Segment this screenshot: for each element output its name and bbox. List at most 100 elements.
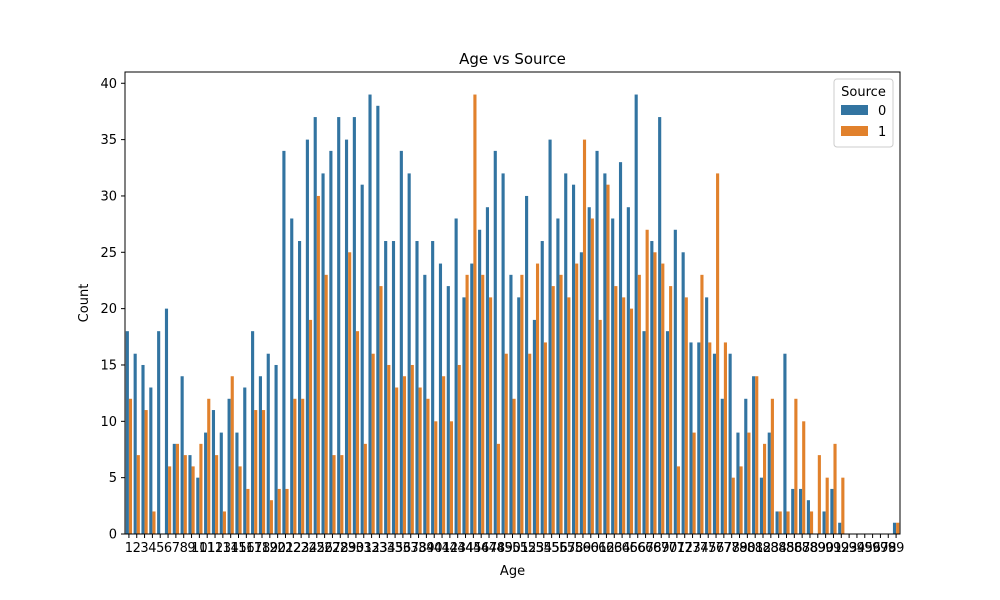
x-tick-label: 61 [590,541,607,556]
x-tick-label: 53 [528,541,545,556]
x-tick-label: 18 [254,541,271,556]
legend-label-series-0: 0 [878,104,886,119]
bar-series-1-age-31 [363,443,367,534]
bar-series-1-age-47 [489,297,493,534]
y-tick-label: 0 [109,528,117,543]
bar-series-1-age-1 [128,398,133,534]
bar-series-0-age-82 [759,477,763,534]
bar-series-0-age-22 [290,218,294,535]
bar-series-1-age-50 [512,398,516,534]
x-tick-label: 99 [888,541,905,556]
bar-series-0-age-42 [446,286,450,534]
bar-series-0-age-90 [822,511,826,534]
bar-series-1-age-23 [301,398,305,534]
bar-series-0-age-19 [266,353,270,534]
bar-series-1-age-85 [786,511,790,534]
bar-series-0-age-21 [282,150,286,534]
bar-series-0-age-16 [243,387,247,534]
x-tick-label: 96 [864,541,881,556]
bar-series-1-age-81 [755,376,759,534]
x-tick-label: 32 [363,541,380,556]
y-tick-label: 20 [100,302,117,317]
bar-series-1-age-43 [457,364,461,534]
x-tick-label: 33 [371,541,388,556]
bar-series-0-age-52 [525,195,529,534]
bar-series-1-age-10 [199,443,203,534]
bar-series-0-age-62 [603,173,607,534]
x-tick-label: 43 [449,541,466,556]
x-tick-label: 6 [164,541,172,556]
bar-series-0-age-9 [188,455,192,534]
bar-series-0-age-41 [438,263,443,534]
bar-series-0-age-7 [172,443,176,534]
bar-series-1-age-56 [559,274,563,534]
x-tick-label: 52 [520,541,537,556]
bar-series-0-age-64 [618,162,623,534]
legend-title: Source [841,85,886,100]
x-tick-label: 27 [324,541,341,556]
x-tick-label: 34 [379,541,396,556]
x-tick-label: 42 [442,541,459,556]
bar-series-1-age-6 [168,466,172,534]
bar-series-1-age-22 [293,398,297,534]
x-tick-label: 67 [637,541,654,556]
bar-series-0-age-68 [650,241,654,534]
bar-series-1-age-57 [567,297,571,534]
bar-series-0-age-38 [415,241,419,534]
x-tick-label: 10 [191,541,208,556]
x-tick-label: 68 [645,541,662,556]
x-tick-label: 8 [180,541,188,556]
bar-series-0-age-63 [611,218,615,535]
bar-series-1-age-60 [590,218,594,535]
bar-series-1-age-24 [308,319,313,534]
bar-series-1-age-52 [528,353,532,534]
y-tick-label: 35 [100,133,117,148]
bar-series-0-age-30 [352,117,356,534]
bar-series-1-age-79 [739,466,743,534]
bar-series-1-age-34 [387,364,391,534]
x-tick-label: 89 [810,541,827,556]
x-tick-label: 14 [222,541,239,556]
bar-series-0-age-11 [204,432,208,534]
bar-series-1-age-63 [614,286,618,534]
x-tick-label: 35 [387,541,404,556]
bar-series-1-age-19 [269,500,273,534]
x-tick-label: 22 [285,541,302,556]
bar-series-0-age-13 [219,432,223,534]
bar-series-1-age-33 [379,286,383,534]
bar-series-1-age-77 [723,342,727,534]
bar-series-1-age-9 [191,466,195,534]
bar-series-0-age-50 [509,274,513,534]
bar-series-1-age-75 [708,342,712,534]
plot-frame [124,71,901,535]
bar-series-0-age-79 [736,432,740,534]
bar-series-1-age-70 [669,286,673,534]
bar-series-0-age-40 [431,241,435,534]
bar-series-0-age-39 [423,274,427,534]
bar-series-1-age-45 [473,94,477,534]
x-tick-label: 77 [716,541,733,556]
bar-series-0-age-47 [485,207,490,534]
bar-series-0-age-85 [783,353,787,534]
bar-series-0-age-55 [548,139,552,535]
x-tick-label: 70 [661,541,678,556]
bar-series-0-age-18 [258,376,262,534]
y-axis-label: Count [77,284,92,323]
x-tick-label: 20 [269,541,286,556]
bar-series-0-age-60 [587,207,591,534]
x-tick-label: 4 [148,541,156,556]
bar-series-1-age-73 [692,432,696,534]
bar-series-1-age-15 [238,466,242,534]
bar-series-1-age-35 [395,387,399,534]
bar-series-0-age-69 [658,117,662,534]
bar-series-0-age-75 [705,297,709,534]
x-tick-label: 64 [614,541,631,556]
x-tick-label: 15 [230,541,247,556]
bar-series-0-age-35 [391,241,396,534]
x-tick-label: 2 [133,541,141,556]
x-tick-label: 82 [755,541,772,556]
bar-series-0-age-1 [125,331,129,534]
y-tick-label: 25 [100,246,117,261]
x-tick-label: 16 [238,541,255,556]
bar-series-1-age-62 [606,184,610,534]
